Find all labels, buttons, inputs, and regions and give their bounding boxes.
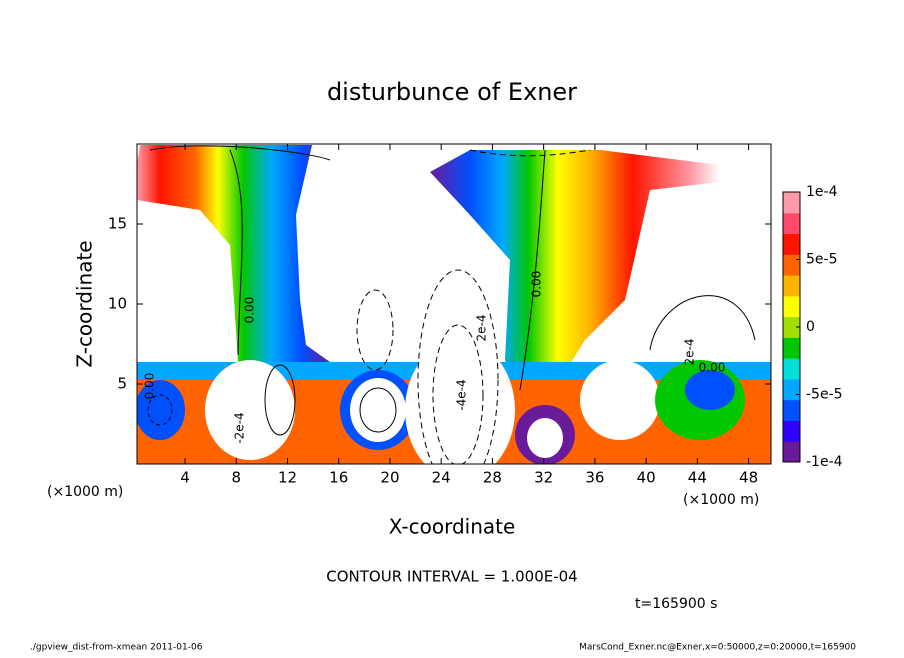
colorbar-band xyxy=(783,337,800,359)
x-tick-label: 40 xyxy=(637,469,656,487)
colorbar-band xyxy=(783,316,800,338)
contour-interval: CONTOUR INTERVAL = 1.000E-04 xyxy=(326,568,577,586)
contour-label: 2e-4 xyxy=(683,339,697,366)
contour xyxy=(359,387,397,433)
x-tick-label: 4 xyxy=(180,469,190,487)
colorbar: 1e-4 5e-5 0 -5e-5 -1e-4 xyxy=(782,184,843,470)
x-unit-label: (×1000 m) xyxy=(683,492,759,508)
contour xyxy=(649,295,756,351)
contour-label: -4e-4 xyxy=(455,379,469,410)
contour xyxy=(417,269,499,464)
x-tick-label: 16 xyxy=(329,469,348,487)
blob xyxy=(580,360,660,440)
colorbar-band xyxy=(783,192,800,214)
x-tick-label: 28 xyxy=(483,469,502,487)
time-label: t=165900 s xyxy=(635,596,717,612)
y-axis-label: Z-coordinate xyxy=(73,240,97,367)
contour-label: 2e-4 xyxy=(475,315,489,342)
contour xyxy=(432,324,484,464)
colorbar-band xyxy=(783,441,800,463)
contour xyxy=(147,394,173,426)
y-tick-label: 5 xyxy=(117,375,127,393)
blob xyxy=(205,360,295,460)
x-tick-label: 20 xyxy=(380,469,399,487)
x-tick-label: 44 xyxy=(688,469,707,487)
colorbar-band xyxy=(783,275,800,297)
chart-title: disturbunce of Exner xyxy=(327,78,577,106)
colorbar-tick-label: 1e-4 xyxy=(806,184,838,200)
colorbar-band xyxy=(783,358,800,380)
contour xyxy=(356,289,394,371)
contour-label: 0.00 xyxy=(530,271,544,298)
blob xyxy=(527,418,563,458)
colorbar-band xyxy=(783,212,800,235)
colorbar-band xyxy=(783,420,800,442)
blob xyxy=(685,370,735,410)
x-tick-label: 8 xyxy=(231,469,241,487)
contour-label: 0.00 xyxy=(143,373,157,400)
blob xyxy=(350,378,406,442)
contour-label: -2e-4 xyxy=(233,412,247,443)
y-tick-label: 10 xyxy=(108,295,127,313)
blob xyxy=(137,380,185,440)
contour xyxy=(519,149,546,391)
right-plume xyxy=(430,150,720,400)
x-tick-label: 32 xyxy=(534,469,553,487)
left-plume xyxy=(137,145,330,362)
colorbar-band xyxy=(783,233,800,255)
colorbar-tick-label: 5e-5 xyxy=(806,252,837,268)
x-tick-label: 48 xyxy=(739,469,758,487)
x-axis-label: X-coordinate xyxy=(389,515,516,539)
colorbar-band xyxy=(783,254,800,276)
colorbar-tick-label: 0 xyxy=(806,319,815,335)
colorbar-tick-label: -1e-4 xyxy=(806,454,843,470)
x-tick-label: 36 xyxy=(585,469,604,487)
contour xyxy=(229,149,243,356)
footer-left: ./gpview_dist-from-xmean 2011-01-06 xyxy=(30,643,203,653)
colorbar-band xyxy=(783,378,800,401)
blob xyxy=(405,340,515,464)
x-unit-label: (×1000 m) xyxy=(47,484,123,500)
contour xyxy=(264,364,296,436)
y-tick-label: 15 xyxy=(108,215,127,233)
contour xyxy=(149,145,331,161)
colorbar-tick-label: -5e-5 xyxy=(806,387,843,403)
x-tick-label: 12 xyxy=(278,469,297,487)
field xyxy=(137,145,771,464)
contour-label: 0.00 xyxy=(243,297,257,324)
colorbar-band xyxy=(783,295,800,318)
x-tick-label: 24 xyxy=(432,469,451,487)
footer-right: MarsCond_Exner.nc@Exner,x=0:50000,z=0:20… xyxy=(579,643,856,653)
colorbar-band xyxy=(783,399,800,421)
contour xyxy=(469,149,591,157)
contour-label: 0.00 xyxy=(699,361,726,375)
